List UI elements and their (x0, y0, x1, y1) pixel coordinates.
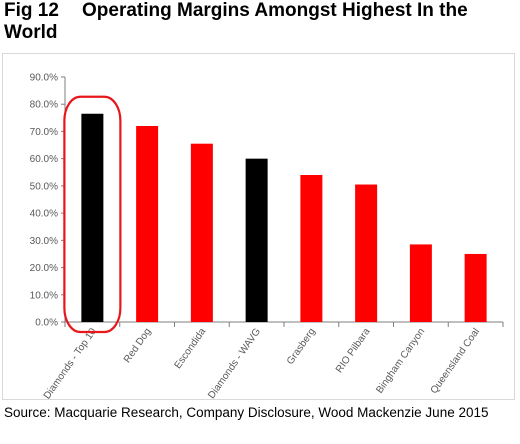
x-tick-label: Grasberg (285, 326, 318, 366)
figure-title: Fig 12 Operating Margins Amongst Highest … (4, 0, 516, 44)
y-tick-label: 50.0% (30, 181, 58, 192)
y-tick-label: 90.0% (30, 73, 58, 84)
x-tick-label: Bingham Canyon (374, 326, 427, 395)
y-tick-label: 20.0% (30, 263, 58, 274)
bar (300, 175, 323, 322)
bar (81, 113, 104, 322)
bar (355, 184, 378, 322)
source-note: Source: Macquarie Research, Company Disc… (4, 405, 489, 420)
x-tick-label: Red Dog (122, 326, 154, 365)
figure-title-text: Operating Margins Amongst Highest In the… (4, 0, 468, 43)
bar (136, 126, 159, 322)
bar (190, 143, 213, 322)
x-tick-label: RIO Pilbara (334, 326, 373, 375)
bar-chart: 0.0% 10.0% 20.0% 30.0% 40.0% 50.0% 60.0% 70.0% 8… (30, 73, 504, 401)
highlight-ellipse (63, 95, 122, 334)
x-tick-label: Diamonds - WAVG (206, 326, 263, 401)
x-tick-label: Escondida (173, 326, 209, 371)
y-tick-label: 10.0% (30, 290, 58, 301)
chart-frame: 0.0% 10.0% 20.0% 30.0% 40.0% 50.0% 60.0% 70.0% 8… (2, 53, 515, 401)
x-tick-label: Queensland Coal (429, 326, 482, 396)
y-tick-label: 60.0% (30, 154, 58, 165)
bar (409, 244, 432, 322)
y-tick-label: 70.0% (30, 127, 58, 138)
bar (464, 253, 487, 322)
figure-number: Fig 12 (4, 0, 59, 21)
y-tick-label: 80.0% (30, 100, 58, 111)
bar (245, 158, 268, 322)
x-tick-label: Diamonds - Top 10 (42, 326, 99, 401)
y-tick-label: 40.0% (30, 209, 58, 220)
y-tick-label: 0.0% (35, 318, 58, 329)
y-tick-label: 30.0% (30, 236, 58, 247)
